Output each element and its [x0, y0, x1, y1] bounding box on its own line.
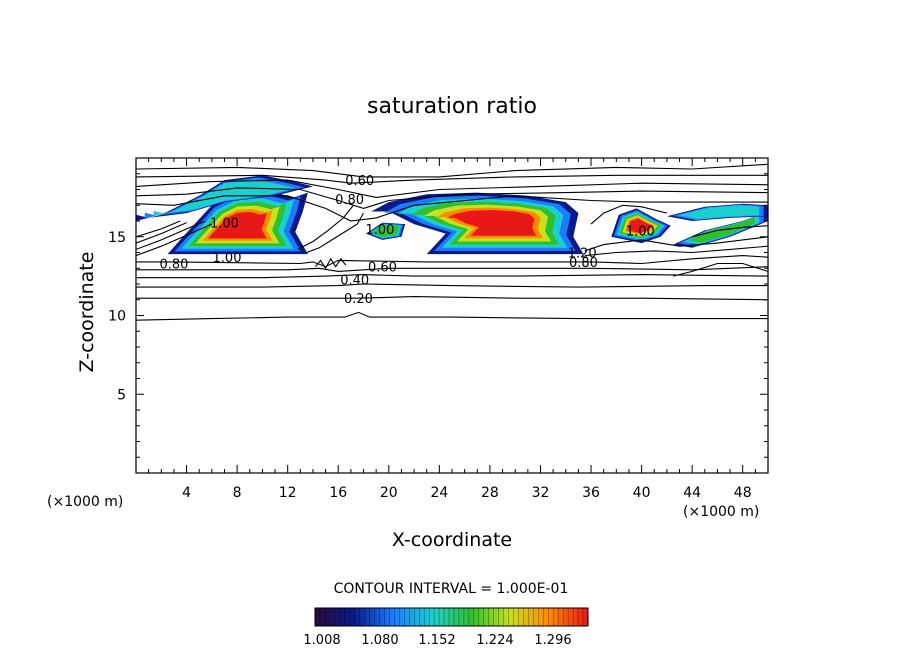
contour-label: 0.60 [345, 174, 374, 189]
x-tick-label: 32 [532, 485, 550, 501]
x-tick-label: 24 [430, 485, 448, 501]
contour-line-low [136, 311, 768, 321]
contour-line [306, 212, 364, 254]
contour-line [692, 225, 768, 238]
contour-line [297, 204, 354, 250]
colorbar-label-3: 1.152 [418, 633, 455, 648]
contour-label: 1.20 [568, 247, 597, 262]
cloud-central-band [447, 210, 537, 236]
x-tick-label: 20 [380, 485, 398, 501]
x-axis-label: X-coordinate [392, 529, 512, 551]
y-axis-label: Z-coordinate [76, 252, 98, 373]
contour-line-top [136, 163, 768, 178]
contour-label: 0.80 [569, 256, 598, 271]
contour-label: 1.00 [210, 217, 239, 232]
contour-line-060 [136, 266, 768, 272]
y-tick-label: 10 [108, 309, 126, 325]
contour-line [584, 236, 768, 252]
colorbar-label-2: 1.080 [361, 633, 398, 648]
contour-label: 1.00 [213, 251, 242, 266]
colorbar-label-5: 1.296 [534, 633, 571, 648]
colorbar-label-1: 1.008 [303, 633, 340, 648]
chart-title: saturation ratio [367, 94, 537, 119]
contour-line-wiggle [315, 257, 347, 270]
contour-line [136, 220, 206, 250]
x-tick-label: 48 [734, 485, 752, 501]
y-tick-label: 5 [117, 387, 126, 403]
x-tick-label: 12 [279, 485, 297, 501]
cloud-small-band [371, 224, 400, 238]
x-tick-label: 16 [329, 485, 347, 501]
x-tick-label: 40 [633, 485, 651, 501]
x-tick-label: 44 [683, 485, 701, 501]
cloud-west-band [207, 212, 267, 239]
contour-line [673, 262, 768, 277]
contour-label: 0.40 [340, 273, 369, 288]
contour-line [136, 222, 187, 244]
contour-label: 0.20 [344, 292, 373, 307]
contour-line [136, 283, 768, 288]
cloud-east-anvil-band [678, 205, 760, 220]
contour-label: 1.00 [626, 224, 655, 239]
contour-label: 1.00 [365, 223, 394, 238]
colorbar [314, 607, 589, 627]
contour-lines [136, 163, 768, 321]
contour-line-100-east [584, 245, 768, 257]
contour-labels: 0.600.801.001.000.80 0.600.400.201.200.80… [159, 174, 654, 307]
contour-line-080 [136, 255, 768, 268]
contour-label: 0.80 [335, 193, 364, 208]
contour-line [136, 174, 768, 184]
contour-line-020 [136, 296, 768, 301]
x-axis-unit: (×1000 m) [683, 504, 759, 520]
saturation-field [136, 175, 768, 255]
contour-line [136, 223, 213, 257]
contour-line [136, 187, 768, 209]
contour-interval-text: CONTOUR INTERVAL = 1.000E-01 [334, 581, 569, 597]
colorbar-label-4: 1.224 [476, 633, 513, 648]
y-axis-unit: (×1000 m) [47, 494, 123, 510]
contour-line [136, 220, 181, 238]
contour-line [590, 204, 668, 225]
contour-label: 0.80 [159, 258, 188, 273]
y-axis-ticks: 5 10 15 [108, 173, 768, 458]
colorbar-ticks [314, 608, 589, 626]
y-tick-label: 15 [108, 230, 126, 246]
contour-label: 0.60 [368, 261, 397, 276]
x-tick-label: 36 [582, 485, 600, 501]
contour-line-040 [136, 274, 768, 279]
cloud-east-band [627, 218, 653, 233]
x-tick-label: 4 [182, 485, 191, 501]
contour-line-060-upper [136, 179, 768, 198]
x-tick-label: 28 [481, 485, 499, 501]
contour-line-080-upper [136, 195, 768, 222]
x-axis-ticks: 4 8 12 16 20 24 28 32 36 40 44 48 [148, 158, 756, 501]
x-tick-label: 8 [233, 485, 242, 501]
